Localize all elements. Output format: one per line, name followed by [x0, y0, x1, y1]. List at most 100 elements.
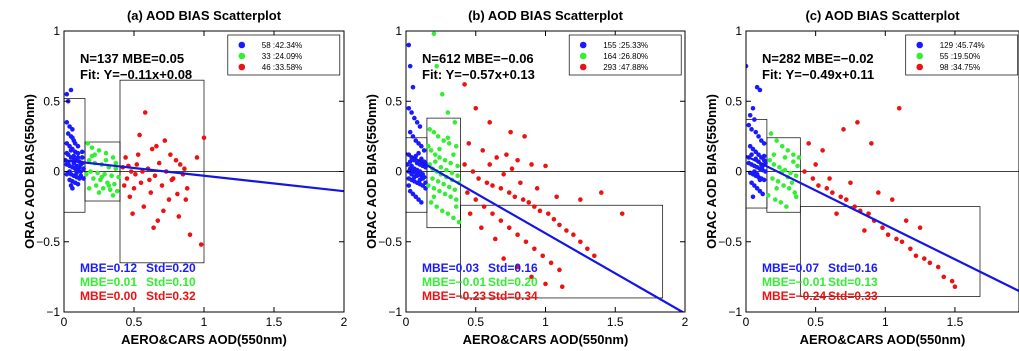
- legend-marker-green: [916, 52, 924, 60]
- point-blue: [412, 115, 417, 121]
- legend-label-green: 164 :26.80%: [603, 52, 648, 61]
- legend-label-red: 46 :33.58%: [262, 63, 302, 72]
- point-blue: [78, 173, 84, 179]
- point-blue: [75, 150, 81, 156]
- point-green: [442, 157, 448, 163]
- point-green: [448, 194, 453, 200]
- bin-mbe-blue: MBE=0.12: [80, 261, 137, 275]
- point-blue: [420, 176, 426, 181]
- x-axis-label: AERO&CARS AOD(550nm): [463, 332, 629, 347]
- point-green: [438, 164, 444, 170]
- point-red: [540, 253, 546, 259]
- point-green: [437, 188, 442, 194]
- x-tick-label: 0: [61, 315, 68, 329]
- point-green: [89, 145, 95, 150]
- point-blue: [75, 181, 81, 187]
- point-red: [134, 162, 140, 167]
- point-red: [149, 146, 155, 152]
- point-green: [451, 152, 456, 157]
- legend-marker-red: [579, 63, 587, 71]
- point-red: [554, 194, 559, 200]
- point-red: [869, 141, 874, 146]
- point-green: [103, 150, 109, 156]
- point-green: [110, 155, 116, 160]
- point-red: [880, 225, 885, 230]
- point-blue: [752, 183, 757, 188]
- y-axis-label: ORAC AOD BIAS(550nm): [704, 94, 719, 249]
- point-green: [434, 63, 439, 69]
- point-green: [771, 162, 777, 167]
- point-red: [467, 211, 473, 216]
- legend-label-blue: 58 :42.34%: [262, 41, 302, 50]
- point-red: [147, 177, 152, 183]
- point-green: [446, 184, 452, 190]
- point-blue: [750, 105, 756, 111]
- point-red: [156, 160, 162, 166]
- point-green: [92, 152, 98, 157]
- x-tick-label: 1: [542, 315, 549, 329]
- point-blue: [747, 113, 753, 118]
- point-red: [927, 260, 933, 266]
- point-red: [855, 120, 860, 125]
- chart-title: (c) AOD BIAS Scatterplot: [805, 8, 960, 23]
- bin-mbe-red: MBE=−0.24: [762, 289, 826, 303]
- point-red: [159, 183, 165, 188]
- point-red: [506, 225, 512, 230]
- legend-box: [905, 34, 1019, 76]
- point-red: [935, 264, 941, 270]
- legend-marker-green: [238, 52, 246, 60]
- point-green: [778, 200, 784, 205]
- point-green: [102, 172, 107, 177]
- point-red: [917, 225, 923, 230]
- y-tick-label: 0.5: [43, 94, 60, 108]
- point-green: [781, 183, 786, 188]
- point-blue: [64, 172, 70, 177]
- point-green: [770, 176, 775, 181]
- x-tick-label: 1: [882, 315, 889, 329]
- point-green: [453, 204, 459, 209]
- point-red: [830, 190, 835, 195]
- point-green: [786, 186, 792, 191]
- point-red: [162, 138, 168, 143]
- legend-label-red: 98 :34.75%: [940, 63, 980, 72]
- point-green: [779, 143, 785, 149]
- point-red: [481, 204, 487, 209]
- legend-marker-blue: [238, 41, 246, 49]
- point-red: [899, 239, 905, 245]
- point-red: [166, 197, 172, 202]
- bin-mbe-green: MBE=0.01: [80, 275, 137, 289]
- point-blue: [64, 150, 70, 156]
- point-red: [820, 148, 825, 153]
- point-red: [908, 246, 913, 252]
- point-red: [176, 214, 182, 219]
- point-green: [428, 200, 434, 205]
- point-green: [768, 131, 774, 136]
- x-tick-label: 0.5: [807, 315, 824, 329]
- point-red: [183, 197, 189, 202]
- legend-box: [568, 34, 682, 76]
- point-blue: [67, 169, 72, 174]
- point-green: [774, 186, 779, 191]
- point-red: [184, 186, 190, 191]
- point-blue: [746, 63, 749, 69]
- point-red: [619, 211, 625, 216]
- bin-std-blue: Std=0.20: [146, 261, 196, 275]
- point-blue: [64, 91, 70, 97]
- point-green: [431, 31, 437, 37]
- point-blue: [65, 131, 71, 136]
- point-blue: [72, 141, 78, 146]
- point-red: [515, 157, 520, 163]
- point-green: [445, 211, 451, 216]
- point-red: [512, 194, 518, 200]
- point-red: [532, 204, 537, 209]
- point-red: [470, 169, 476, 174]
- point-blue: [750, 194, 756, 200]
- point-blue: [419, 143, 424, 149]
- point-red: [198, 242, 204, 247]
- point-blue: [409, 172, 414, 177]
- bin-std-green: Std=0.10: [146, 275, 196, 289]
- point-blue: [754, 172, 760, 177]
- fit-line: [746, 155, 1019, 292]
- point-red: [534, 186, 540, 191]
- point-blue: [407, 188, 413, 194]
